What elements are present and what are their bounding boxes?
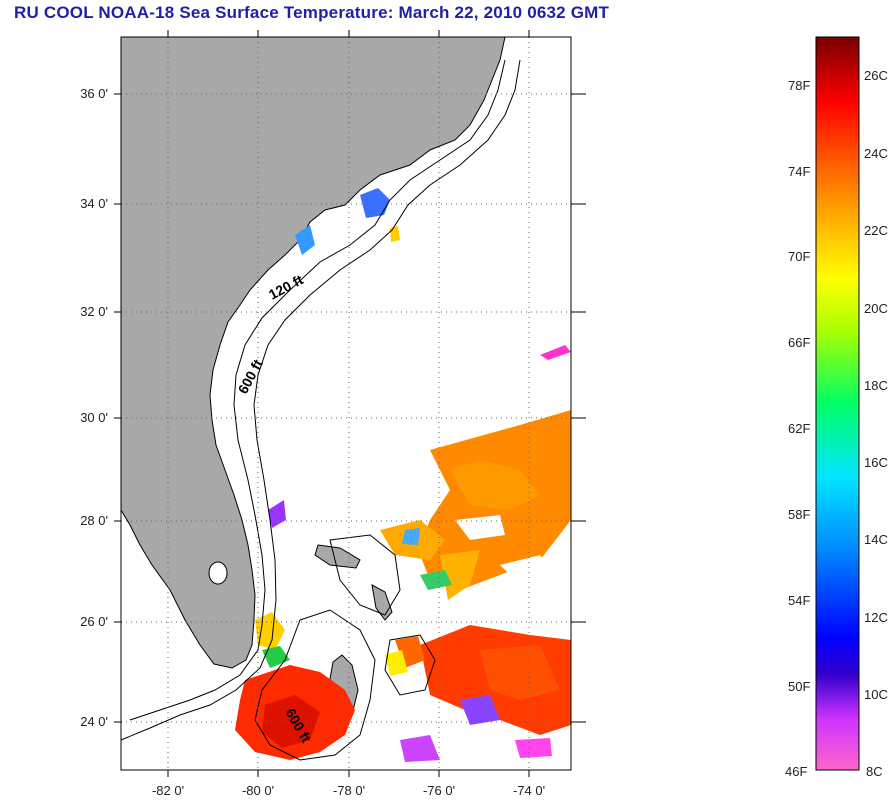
lat-label-32: 32 0' [80, 304, 108, 319]
colorbar-f-label: 70F [788, 249, 811, 264]
colorbar-f-label: 74F [788, 164, 811, 179]
graticule [121, 37, 571, 770]
colorbar-c-label: 16C [864, 455, 888, 470]
colorbar-c-label: 14C [864, 532, 888, 547]
colorbar-f-label: 62F [788, 421, 811, 436]
colorbar [815, 36, 860, 771]
map-frame [120, 36, 572, 771]
colorbar-f-label: 66F [788, 335, 811, 350]
lat-label-30: 30 0' [80, 410, 108, 425]
land-mainland [121, 37, 506, 669]
lon-label-82: -82 0' [151, 783, 185, 798]
lat-label-34: 34 0' [80, 196, 108, 211]
colorbar-c-label: 26C [864, 68, 888, 83]
colorbar-c-label: 18C [864, 378, 888, 393]
colorbar-f-label: 58F [788, 507, 811, 522]
bathymetry-contours [121, 59, 521, 761]
colorbar-c-label: 10C [864, 687, 888, 702]
lon-label-78: -78 0' [332, 783, 366, 798]
colorbar-c-label: 22C [864, 223, 888, 238]
colorbar-c-label: 24C [864, 146, 888, 161]
colorbar-f-label: 46F [785, 764, 808, 779]
colorbar-c-label: 12C [864, 610, 888, 625]
lat-label-28: 28 0' [80, 513, 108, 528]
lat-label-36: 36 0' [80, 86, 108, 101]
lat-label-24: 24 0' [80, 714, 108, 729]
lon-label-80: -80 0' [241, 783, 275, 798]
lon-label-74: -74 0' [512, 783, 546, 798]
colorbar-c-label: 20C [864, 301, 888, 316]
lake-okeechobee [208, 561, 228, 585]
colorbar-f-label: 50F [788, 679, 811, 694]
map-title: RU COOL NOAA-18 Sea Surface Temperature:… [14, 3, 610, 22]
colorbar-f-label: 54F [788, 593, 811, 608]
lat-label-26: 26 0' [80, 614, 108, 629]
colorbar-f-label: 78F [788, 78, 811, 93]
lon-label-76: -76 0' [422, 783, 456, 798]
colorbar-c-label: 8C [866, 764, 883, 779]
